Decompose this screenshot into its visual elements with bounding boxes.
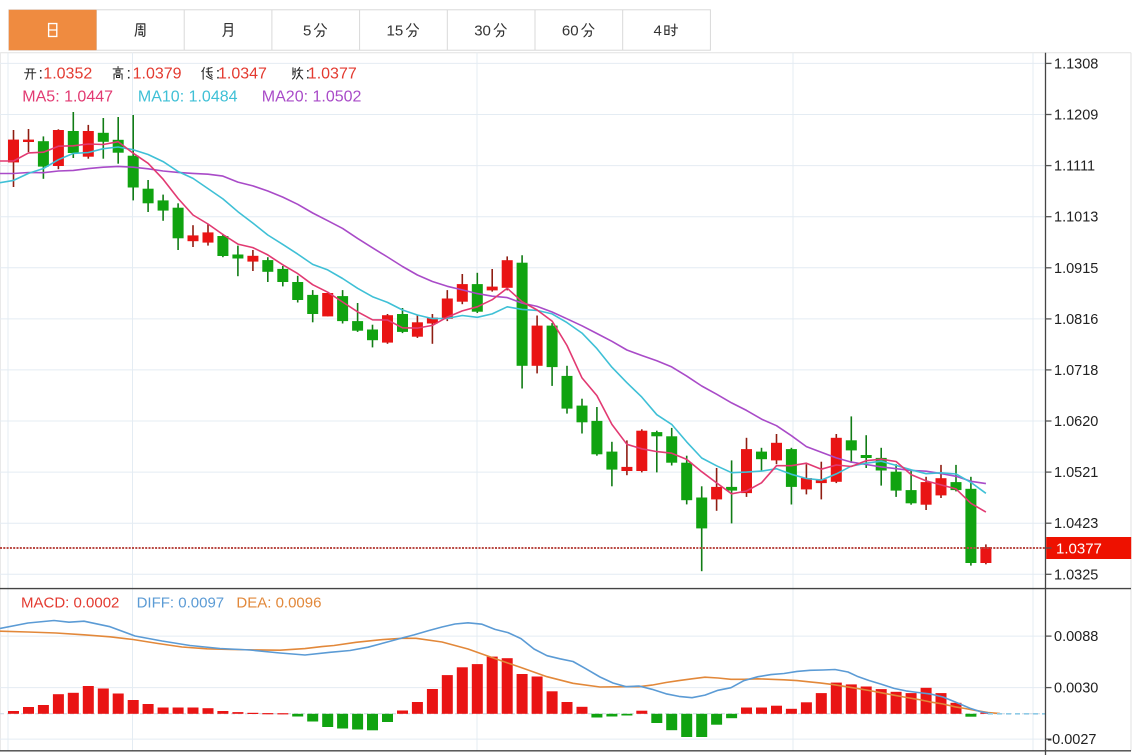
svg-text:-0.0027: -0.0027	[1047, 732, 1096, 748]
svg-text:MA20: 1.0502: MA20: 1.0502	[262, 88, 362, 105]
svg-text:1.0379: 1.0379	[133, 66, 182, 83]
svg-text::: :	[39, 66, 43, 83]
svg-text:MA5: 1.0447: MA5: 1.0447	[22, 88, 113, 105]
svg-text:1.0718: 1.0718	[1054, 363, 1098, 379]
svg-text:1.0347: 1.0347	[218, 66, 267, 83]
svg-text:1.1209: 1.1209	[1054, 108, 1098, 124]
svg-text:DEA: 0.0096: DEA: 0.0096	[236, 595, 321, 612]
svg-text::: :	[216, 66, 220, 83]
svg-text:1.0816: 1.0816	[1054, 312, 1098, 328]
svg-text:DIFF: 0.0097: DIFF: 0.0097	[137, 595, 225, 612]
svg-text:1.1013: 1.1013	[1054, 210, 1098, 226]
svg-text:5: 5	[303, 23, 311, 40]
svg-text:0.0088: 0.0088	[1054, 629, 1098, 645]
svg-text::: :	[127, 66, 131, 83]
svg-text:MA10: 1.0484: MA10: 1.0484	[138, 88, 238, 105]
svg-text:1.0352: 1.0352	[43, 66, 92, 83]
svg-text:0.0030: 0.0030	[1054, 681, 1098, 697]
svg-text:1.0423: 1.0423	[1054, 516, 1098, 532]
svg-text:1.0377: 1.0377	[1056, 541, 1102, 558]
svg-text:MACD: 0.0002: MACD: 0.0002	[21, 595, 119, 612]
svg-text:1.1308: 1.1308	[1054, 56, 1098, 72]
svg-text:30: 30	[474, 23, 491, 40]
svg-text::: :	[306, 66, 310, 83]
svg-text:1.0915: 1.0915	[1054, 261, 1098, 277]
svg-text:1.0521: 1.0521	[1054, 465, 1098, 481]
svg-text:1.0620: 1.0620	[1054, 414, 1098, 430]
svg-text:60: 60	[562, 23, 579, 40]
svg-text:1.1111: 1.1111	[1054, 159, 1095, 175]
svg-text:1.0377: 1.0377	[308, 66, 357, 83]
svg-text:1.0325: 1.0325	[1054, 567, 1098, 583]
svg-text:4: 4	[654, 23, 662, 40]
svg-text:15: 15	[387, 23, 404, 40]
